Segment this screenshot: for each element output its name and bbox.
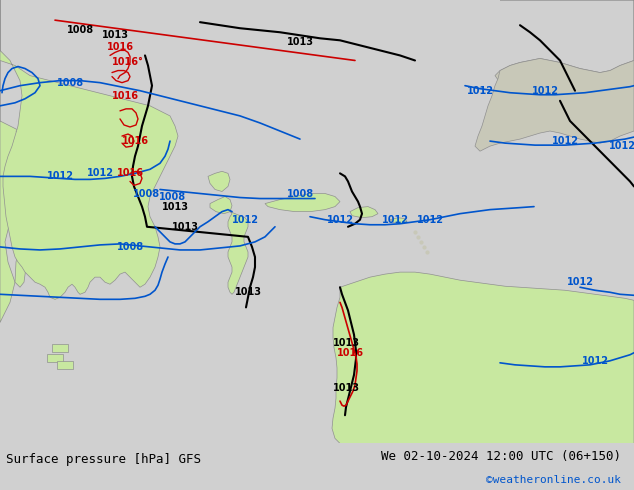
Text: 1008: 1008 (56, 77, 84, 88)
Text: 1012: 1012 (231, 215, 259, 225)
Polygon shape (52, 343, 68, 352)
Text: 1012: 1012 (581, 356, 609, 366)
Text: 1013: 1013 (162, 201, 188, 212)
Polygon shape (265, 194, 340, 212)
Text: 1013: 1013 (172, 222, 198, 232)
Text: 1012: 1012 (46, 172, 74, 181)
Text: ©weatheronline.co.uk: ©weatheronline.co.uk (486, 475, 621, 485)
Text: 1013: 1013 (287, 37, 313, 48)
Text: 1016: 1016 (122, 136, 148, 146)
Text: 1013: 1013 (332, 338, 359, 348)
Polygon shape (332, 272, 634, 443)
Text: 1013: 1013 (235, 287, 261, 297)
Text: 1012: 1012 (567, 277, 593, 287)
Polygon shape (390, 218, 407, 224)
Polygon shape (350, 207, 378, 218)
Text: 1012: 1012 (531, 86, 559, 96)
Text: 1012: 1012 (417, 215, 444, 225)
Text: Surface pressure [hPa] GFS: Surface pressure [hPa] GFS (6, 453, 202, 466)
Text: 1012: 1012 (467, 86, 493, 96)
Polygon shape (47, 354, 63, 362)
Polygon shape (0, 0, 178, 299)
Text: 1008: 1008 (287, 189, 314, 198)
Polygon shape (495, 0, 634, 121)
Text: 1008: 1008 (117, 242, 143, 252)
Text: 1016: 1016 (107, 42, 134, 52)
Polygon shape (0, 0, 30, 322)
Text: 1012: 1012 (86, 169, 113, 178)
Text: 1012: 1012 (382, 215, 408, 225)
Text: 1013: 1013 (101, 30, 129, 40)
Text: 1016: 1016 (337, 348, 363, 358)
Text: 1008: 1008 (158, 192, 186, 201)
Polygon shape (15, 131, 30, 287)
Text: 1013: 1013 (332, 383, 359, 393)
Polygon shape (208, 172, 230, 192)
Text: 1008: 1008 (133, 189, 160, 198)
Text: 1016°: 1016° (112, 57, 144, 68)
Text: 1012: 1012 (609, 141, 634, 151)
Text: We 02-10-2024 12:00 UTC (06+150): We 02-10-2024 12:00 UTC (06+150) (381, 450, 621, 463)
Polygon shape (210, 196, 232, 214)
Polygon shape (228, 212, 248, 294)
Polygon shape (475, 58, 634, 151)
Text: 1012: 1012 (327, 215, 354, 225)
Text: 1012: 1012 (552, 136, 578, 146)
Text: 1016: 1016 (112, 91, 138, 101)
Text: 1008: 1008 (67, 25, 94, 35)
Text: 1016: 1016 (117, 169, 143, 178)
Polygon shape (57, 361, 73, 369)
